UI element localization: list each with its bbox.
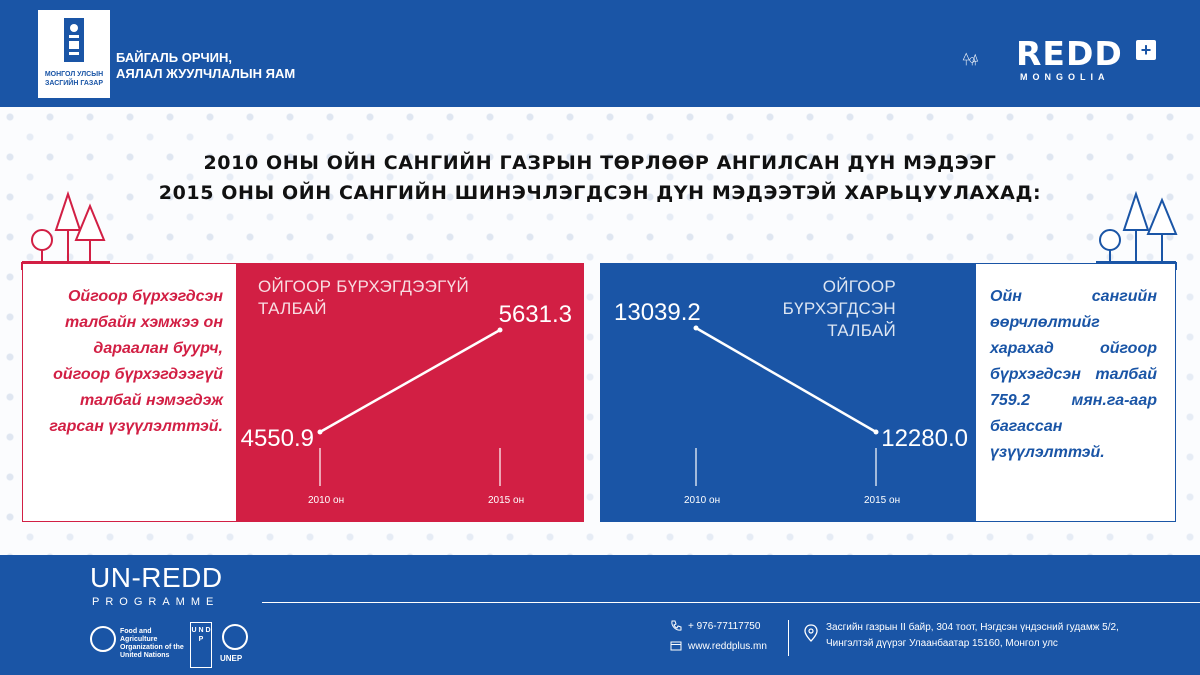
blue-trees-icon: [1096, 190, 1178, 270]
contact-divider: [788, 620, 789, 656]
redd-logo-subtitle: MONGOLIA: [1020, 72, 1110, 82]
blue-chart-title-line-2: ТАЛБАЙ: [827, 321, 896, 340]
website-link[interactable]: www.reddplus.mn: [688, 641, 767, 652]
red-chart-title-line-2: ТАЛБАЙ: [258, 299, 327, 318]
address-line-2: Чингэлтэй дүүрэг Улаанбаатар 15160, Монг…: [826, 638, 1058, 649]
address: Засгийн газрын II байр, 304 тоот, Нэгдсэ…: [826, 620, 1126, 652]
blue-chart-title-line-1: ОЙГООР БҮРХЭГДСЭН: [782, 277, 896, 318]
fao-text: Food and Agriculture Organization of the…: [120, 628, 184, 659]
redd-logo-text: REDD: [1016, 34, 1123, 73]
page-title: 2010 ОНЫ ОЙН САНГИЙН ГАЗРЫН ТӨРЛӨӨР АНГИ…: [0, 148, 1200, 208]
address-line-1: Засгийн газрын II байр, 304 тоот, Нэгдсэ…: [826, 622, 1119, 633]
header-bar: [0, 0, 1200, 107]
programme-text: PROGRAMME: [92, 596, 220, 608]
title-line-1: 2010 ОНЫ ОЙН САНГИЙН ГАЗРЫН ТӨРЛӨӨР АНГИ…: [203, 152, 997, 174]
soyombo-icon: [64, 18, 84, 62]
red-chart-title: ОЙГООР БҮРХЭГДЭЭГҮЙ ТАЛБАЙ: [258, 276, 469, 320]
redd-logo-plus: +: [1136, 40, 1156, 60]
right-note: Ойн сангийн өөрчлөлтийг харахад ойгоор б…: [976, 263, 1176, 522]
location-pin-icon: [804, 624, 818, 642]
left-note: Ойгоор бүрхэгдсэн талбайн хэмжээ он дара…: [22, 263, 237, 522]
web-icon: [670, 641, 682, 651]
footer-divider-line: [262, 602, 1200, 603]
blue-chart-title: ОЙГООР БҮРХЭГДСЭН ТАЛБАЙ: [720, 276, 896, 342]
government-logo-text: МОНГОЛ УЛСЫН ЗАСГИЙН ГАЗАР: [44, 71, 104, 87]
unep-text: UNEP: [220, 654, 243, 663]
government-logo: МОНГОЛ УЛСЫН ЗАСГИЙН ГАЗАР: [38, 10, 110, 98]
red-trees-icon: [21, 190, 110, 270]
unredd-logo-text: UN-REDD: [90, 562, 223, 593]
undp-logo: U N D P: [190, 622, 212, 668]
unep-icon: [222, 624, 248, 650]
title-line-2: 2015 ОНЫ ОЙН САНГИЙН ШИНЭЧЛЭГДСЭН ДҮН МЭ…: [158, 182, 1042, 204]
phone-icon: [671, 620, 682, 631]
redd-trees-icon: [962, 52, 979, 66]
red-chart-title-line-1: ОЙГООР БҮРХЭГДЭЭГҮЙ: [258, 277, 469, 296]
fao-icon: [90, 626, 116, 652]
phone-number[interactable]: + 976-77117750: [688, 621, 761, 632]
ministry-name: БАЙГАЛЬ ОРЧИН, АЯЛАЛ ЖУУЛЧЛАЛЫН ЯАМ: [116, 50, 296, 81]
footer-bar: [0, 555, 1200, 675]
